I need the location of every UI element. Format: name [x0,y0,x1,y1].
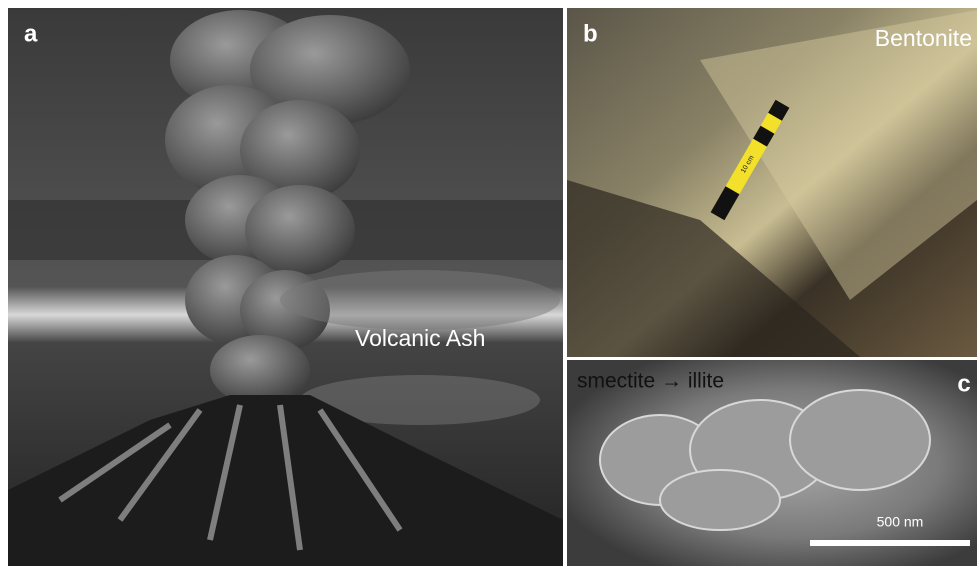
scale-bar-label: 500 nm [877,514,924,530]
caption: smectite → illite [577,370,724,393]
caption: Bentonite [875,25,972,51]
panel-label: a [24,20,38,47]
panel-label: c [957,370,970,397]
haze [280,270,560,330]
panel-a: a Volcanic Ash [8,8,563,566]
panel-label: b [583,20,598,47]
caption: Volcanic Ash [355,325,485,351]
scale-bar [810,540,970,546]
panel-c: smectite → illite c 500 nm [567,360,977,566]
figure: a Volcanic Ash 10 cm b Bentonite smectit… [0,0,977,566]
panel-b: 10 cm b Bentonite [567,8,977,357]
